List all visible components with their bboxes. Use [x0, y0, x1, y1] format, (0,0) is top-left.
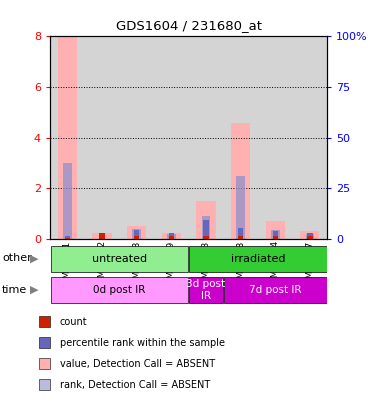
- Bar: [154, 36, 189, 239]
- Bar: [92, 232, 112, 239]
- Text: ▶: ▶: [30, 285, 38, 294]
- Bar: [293, 36, 327, 239]
- Bar: [127, 226, 146, 239]
- Bar: [223, 36, 258, 239]
- Text: count: count: [60, 317, 87, 327]
- Bar: [167, 234, 176, 239]
- Text: 3d post
IR: 3d post IR: [186, 279, 226, 301]
- Bar: [63, 163, 72, 239]
- Bar: [51, 277, 188, 303]
- Bar: [169, 232, 174, 237]
- Text: percentile rank within the sample: percentile rank within the sample: [60, 338, 225, 348]
- Bar: [58, 36, 77, 239]
- Text: other: other: [2, 254, 32, 263]
- Bar: [300, 231, 320, 239]
- Text: untreated: untreated: [92, 254, 147, 264]
- Bar: [203, 237, 209, 239]
- Bar: [65, 237, 70, 238]
- Text: value, Detection Call = ABSENT: value, Detection Call = ABSENT: [60, 359, 215, 369]
- Text: 7d post IR: 7d post IR: [249, 285, 301, 295]
- Text: ▶: ▶: [30, 254, 38, 263]
- Bar: [51, 246, 188, 272]
- Bar: [85, 36, 119, 239]
- Text: irradiated: irradiated: [231, 254, 285, 264]
- Bar: [189, 277, 223, 303]
- Bar: [224, 277, 326, 303]
- Title: GDS1604 / 231680_at: GDS1604 / 231680_at: [116, 19, 262, 32]
- Bar: [306, 234, 314, 239]
- Bar: [119, 36, 154, 239]
- Bar: [99, 233, 105, 239]
- Bar: [50, 36, 85, 239]
- Bar: [134, 230, 139, 237]
- Text: time: time: [2, 285, 27, 294]
- Bar: [258, 36, 293, 239]
- Bar: [202, 216, 210, 239]
- Bar: [189, 36, 223, 239]
- Bar: [132, 229, 141, 239]
- Bar: [196, 201, 216, 239]
- Bar: [266, 221, 285, 239]
- Bar: [169, 237, 174, 239]
- Bar: [203, 220, 209, 237]
- Text: 0d post IR: 0d post IR: [93, 285, 146, 295]
- Bar: [134, 237, 139, 239]
- Bar: [189, 246, 326, 272]
- Bar: [307, 237, 313, 239]
- Bar: [162, 232, 181, 239]
- Bar: [231, 123, 250, 239]
- Text: rank, Detection Call = ABSENT: rank, Detection Call = ABSENT: [60, 380, 210, 390]
- Bar: [271, 230, 280, 239]
- Bar: [273, 237, 278, 239]
- Bar: [236, 176, 245, 239]
- Bar: [65, 238, 70, 239]
- Bar: [238, 228, 243, 237]
- Bar: [273, 231, 278, 237]
- Bar: [307, 232, 313, 237]
- Bar: [238, 237, 243, 239]
